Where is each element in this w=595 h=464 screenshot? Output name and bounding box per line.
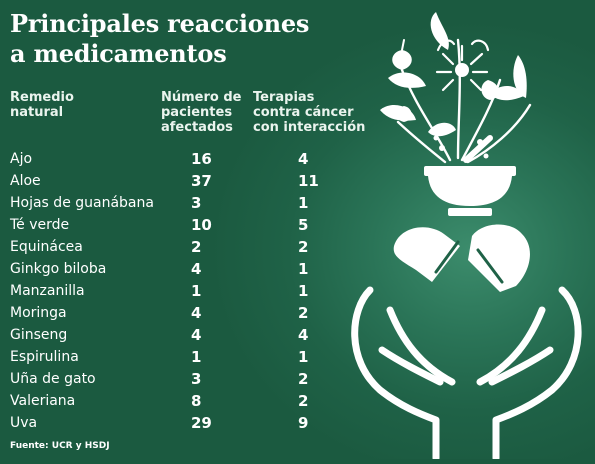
therapies-count: 11 bbox=[298, 172, 319, 190]
therapies-count: 9 bbox=[298, 414, 309, 432]
table-row: Ginkgo biloba 4 1 bbox=[10, 261, 330, 283]
column-header-patients: Número de pacientes afectados bbox=[161, 90, 251, 135]
source-note: Fuente: UCR y HSDJ bbox=[10, 441, 110, 451]
remedy-name: Hojas de guanábana bbox=[10, 195, 154, 211]
patients-count: 3 bbox=[191, 370, 202, 388]
patients-count: 16 bbox=[191, 150, 212, 168]
column-header-therapies: Terapias contra cáncer con interacción bbox=[253, 90, 383, 135]
therapies-count: 1 bbox=[298, 260, 309, 278]
table-row: Espirulina 1 1 bbox=[10, 349, 330, 371]
title-line-1: Principales reacciones bbox=[10, 9, 310, 38]
table-row: Equinácea 2 2 bbox=[10, 239, 330, 261]
remedy-name: Uva bbox=[10, 415, 38, 431]
data-table: Ajo 16 4 Aloe 37 11 Hojas de guanábana 3 1 Té ver… bbox=[10, 151, 330, 437]
patients-count: 1 bbox=[191, 348, 202, 366]
table-row: Uña de gato 3 2 bbox=[10, 371, 330, 393]
column-header-therapies-line: contra cáncer bbox=[253, 105, 354, 120]
table-row: Manzanilla 1 1 bbox=[10, 283, 330, 305]
table-row: Valeriana 8 2 bbox=[10, 393, 330, 415]
table-row: Moringa 4 2 bbox=[10, 305, 330, 327]
patients-count: 8 bbox=[191, 392, 202, 410]
remedy-name: Ginseng bbox=[10, 327, 68, 343]
therapies-count: 5 bbox=[298, 216, 309, 234]
patients-count: 29 bbox=[191, 414, 212, 432]
patients-count: 3 bbox=[191, 194, 202, 212]
column-header-remedy: Remedio natural bbox=[10, 90, 150, 120]
therapies-count: 1 bbox=[298, 282, 309, 300]
chart-title: Principales reacciones a medicamentos bbox=[10, 9, 340, 69]
therapies-count: 4 bbox=[298, 150, 309, 168]
remedy-name: Moringa bbox=[10, 305, 67, 321]
column-header-patients-line: pacientes bbox=[161, 105, 233, 120]
remedy-name: Té verde bbox=[10, 217, 70, 233]
therapies-count: 2 bbox=[298, 370, 309, 388]
table-row: Hojas de guanábana 3 1 bbox=[10, 195, 330, 217]
title-line-2: a medicamentos bbox=[10, 39, 227, 68]
table-row: Ajo 16 4 bbox=[10, 151, 330, 173]
remedy-name: Espirulina bbox=[10, 349, 79, 365]
therapies-count: 4 bbox=[298, 326, 309, 344]
table-row: Ginseng 4 4 bbox=[10, 327, 330, 349]
therapies-count: 2 bbox=[298, 238, 309, 256]
hands-mortar-pills-herbs-icon bbox=[340, 10, 590, 462]
patients-count: 4 bbox=[191, 326, 202, 344]
therapies-count: 1 bbox=[298, 194, 309, 212]
remedy-name: Ginkgo biloba bbox=[10, 261, 107, 277]
remedy-name: Uña de gato bbox=[10, 371, 96, 387]
therapies-count: 2 bbox=[298, 304, 309, 322]
patients-count: 37 bbox=[191, 172, 212, 190]
patients-count: 4 bbox=[191, 260, 202, 278]
column-header-remedy-line: natural bbox=[10, 105, 64, 120]
table-row: Aloe 37 11 bbox=[10, 173, 330, 195]
therapies-count: 1 bbox=[298, 348, 309, 366]
remedy-name: Ajo bbox=[10, 151, 33, 167]
patients-count: 4 bbox=[191, 304, 202, 322]
patients-count: 1 bbox=[191, 282, 202, 300]
table-row: Uva 29 9 bbox=[10, 415, 330, 437]
patients-count: 10 bbox=[191, 216, 212, 234]
patients-count: 2 bbox=[191, 238, 202, 256]
column-header-patients-line: Número de bbox=[161, 90, 242, 105]
table-row: Té verde 10 5 bbox=[10, 217, 330, 239]
remedy-name: Equinácea bbox=[10, 239, 83, 255]
remedy-name: Valeriana bbox=[10, 393, 76, 409]
column-header-therapies-line: con interacción bbox=[253, 120, 366, 135]
therapies-count: 2 bbox=[298, 392, 309, 410]
remedy-name: Aloe bbox=[10, 173, 41, 189]
column-header-therapies-line: Terapias bbox=[253, 90, 315, 105]
remedy-name: Manzanilla bbox=[10, 283, 85, 299]
column-header-remedy-line: Remedio bbox=[10, 90, 74, 105]
column-header-patients-line: afectados bbox=[161, 120, 233, 135]
